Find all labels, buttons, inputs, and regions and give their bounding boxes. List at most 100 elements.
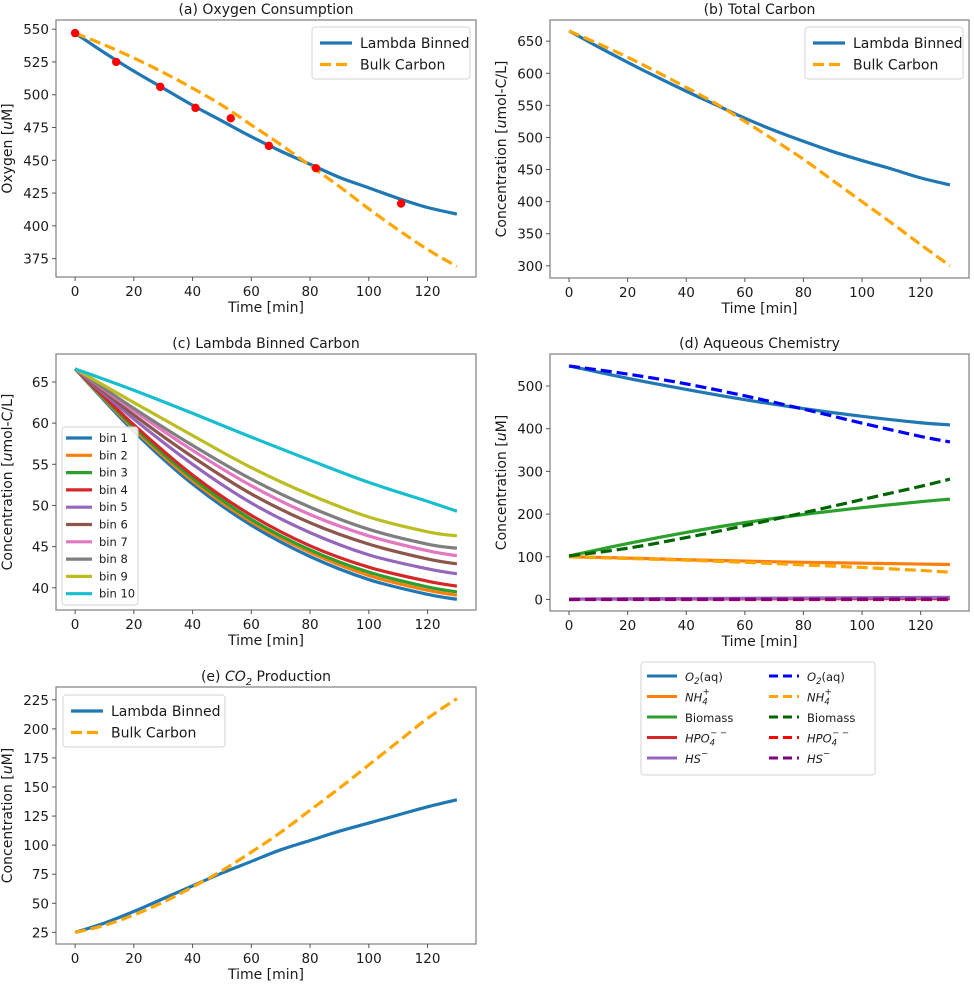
y-tick-label: 150 bbox=[23, 780, 49, 796]
x-tick-label: 20 bbox=[125, 951, 142, 967]
x-tick-label: 100 bbox=[356, 617, 382, 633]
legend-label: bin 10 bbox=[99, 587, 135, 601]
x-tick-label: 100 bbox=[356, 284, 382, 300]
legend-label: bin 5 bbox=[99, 500, 128, 514]
y-tick-label: 600 bbox=[517, 66, 543, 82]
x-tick-label: 100 bbox=[356, 951, 382, 967]
data-point bbox=[156, 82, 165, 92]
x-tick-label: 60 bbox=[736, 285, 753, 301]
series-line-bin-5-solid bbox=[74, 367, 458, 576]
x-tick-label: 120 bbox=[908, 285, 934, 301]
y-tick-label: 100 bbox=[23, 838, 49, 854]
chart-title: (c) Lambda Binned Carbon bbox=[172, 336, 360, 352]
y-tick-label: 500 bbox=[517, 130, 543, 146]
x-tick-label: 120 bbox=[415, 617, 441, 633]
x-tick-label: 120 bbox=[415, 284, 441, 300]
y-tick-label: 65 bbox=[32, 375, 49, 391]
panel-b: (b) Total Carbon 0 20 40 60 80 100 120 300 350 400… bbox=[494, 2, 970, 317]
y-tick-label: 500 bbox=[23, 88, 49, 104]
data-point bbox=[191, 103, 200, 113]
legend-label: NH4+ bbox=[807, 688, 832, 708]
y-tick-label: 0 bbox=[534, 592, 543, 608]
data-point bbox=[70, 28, 80, 38]
x-tick-label: 0 bbox=[71, 617, 80, 633]
series-group bbox=[568, 364, 951, 602]
y-axis-label: Oxygen [uM] bbox=[0, 103, 16, 193]
series-line-bulk-carbon-dashed bbox=[74, 697, 458, 934]
legend: bin 1 bin 2 bin 3 bin 4 bin 5 bin 6 bin 7 bin 8… bbox=[61, 426, 139, 606]
legend-label: bin 2 bbox=[99, 448, 128, 462]
y-axis-label: Concentration [uM] bbox=[494, 415, 510, 550]
legend-box bbox=[311, 26, 471, 80]
legend-label: bin 9 bbox=[99, 569, 128, 583]
y-tick-label: 200 bbox=[23, 722, 49, 738]
x-tick-label: 0 bbox=[71, 284, 80, 300]
y-tick-label: 300 bbox=[517, 464, 543, 480]
x-tick-label: 60 bbox=[243, 617, 260, 633]
legend-label: O2(aq) bbox=[685, 670, 723, 687]
y-axis-label: Concentration [umol-C/L] bbox=[0, 394, 16, 571]
series-line-bin-6-solid bbox=[74, 367, 458, 566]
chart-title: (e) CO2 Production bbox=[201, 669, 331, 688]
y-tick-label: 400 bbox=[517, 195, 543, 211]
x-tick-label: 0 bbox=[565, 285, 574, 301]
x-axis-label: Time [min] bbox=[227, 633, 304, 649]
y-tick-label: 400 bbox=[23, 219, 49, 235]
x-tick-label: 60 bbox=[243, 951, 260, 967]
panel-c: (c) Lambda Binned Carbon 0 20 40 60 80 100 120 4… bbox=[0, 336, 477, 649]
x-tick-label: 20 bbox=[125, 617, 142, 633]
y-tick-label: 550 bbox=[23, 22, 49, 38]
x-tick-label: 80 bbox=[301, 617, 318, 633]
y-axis-label: Concentration [umol-C/L] bbox=[494, 61, 510, 238]
y-tick-label: 525 bbox=[23, 55, 49, 71]
panel-a: (a) Oxygen Consumption 0 20 40 60 80 100 120 375… bbox=[0, 2, 477, 316]
axes-frame bbox=[549, 353, 970, 612]
legend-box bbox=[804, 26, 964, 80]
data-point bbox=[112, 57, 121, 67]
x-tick-label: 40 bbox=[678, 285, 695, 301]
y-tick-label: 55 bbox=[32, 457, 49, 473]
legend-label: Bulk Carbon bbox=[111, 726, 196, 742]
y-tick-label: 500 bbox=[517, 379, 543, 395]
x-tick-label: 80 bbox=[301, 951, 318, 967]
panel-d: (d) Aqueous Chemistry 0 20 40 60 80 100 120 0 100… bbox=[494, 336, 970, 650]
legend: Lambda Binned Bulk Carbon bbox=[311, 26, 471, 80]
series-line-lambda-binned-solid bbox=[74, 798, 458, 934]
x-tick-label: 80 bbox=[795, 285, 812, 301]
x-tick-label: 80 bbox=[795, 618, 812, 634]
legend-label: Lambda Binned bbox=[360, 36, 470, 52]
x-tick-label: 100 bbox=[849, 285, 875, 301]
axes-frame bbox=[55, 19, 477, 278]
legend-label: bin 7 bbox=[99, 535, 128, 549]
series-line-bin-8-solid bbox=[74, 367, 458, 550]
y-tick-label: 45 bbox=[32, 540, 49, 556]
y-tick-label: 400 bbox=[517, 422, 543, 438]
legend-label: Lambda Binned bbox=[111, 704, 221, 720]
legend-label: Biomass bbox=[685, 711, 733, 725]
x-tick-label: 0 bbox=[71, 951, 80, 967]
axes-frame bbox=[55, 353, 477, 611]
series-group bbox=[74, 697, 458, 934]
x-axis-label: Time [min] bbox=[227, 967, 304, 983]
legend-label: O2(aq) bbox=[807, 670, 845, 687]
y-tick-label: 200 bbox=[517, 507, 543, 523]
y-tick-label: 425 bbox=[23, 186, 49, 202]
data-point bbox=[226, 114, 235, 123]
series-line-biomass-dashed bbox=[568, 477, 951, 558]
y-tick-label: 475 bbox=[23, 121, 49, 137]
y-tick-label: 50 bbox=[32, 896, 49, 912]
legend-label: bin 4 bbox=[99, 483, 128, 497]
x-tick-label: 40 bbox=[184, 284, 201, 300]
x-tick-label: 20 bbox=[619, 618, 636, 634]
chart-title: (a) Oxygen Consumption bbox=[178, 2, 353, 18]
y-tick-label: 40 bbox=[32, 581, 49, 597]
y-tick-label: 350 bbox=[517, 227, 543, 243]
axes-frame bbox=[55, 686, 477, 945]
legend-label: HPO4− − bbox=[807, 729, 849, 749]
series-line-bin-4-solid bbox=[73, 367, 458, 588]
legend: Lambda Binned Bulk Carbon bbox=[804, 26, 964, 80]
x-tick-label: 20 bbox=[125, 284, 142, 300]
legend-label: bin 6 bbox=[99, 518, 128, 532]
legend-label: HPO4− − bbox=[685, 729, 727, 749]
